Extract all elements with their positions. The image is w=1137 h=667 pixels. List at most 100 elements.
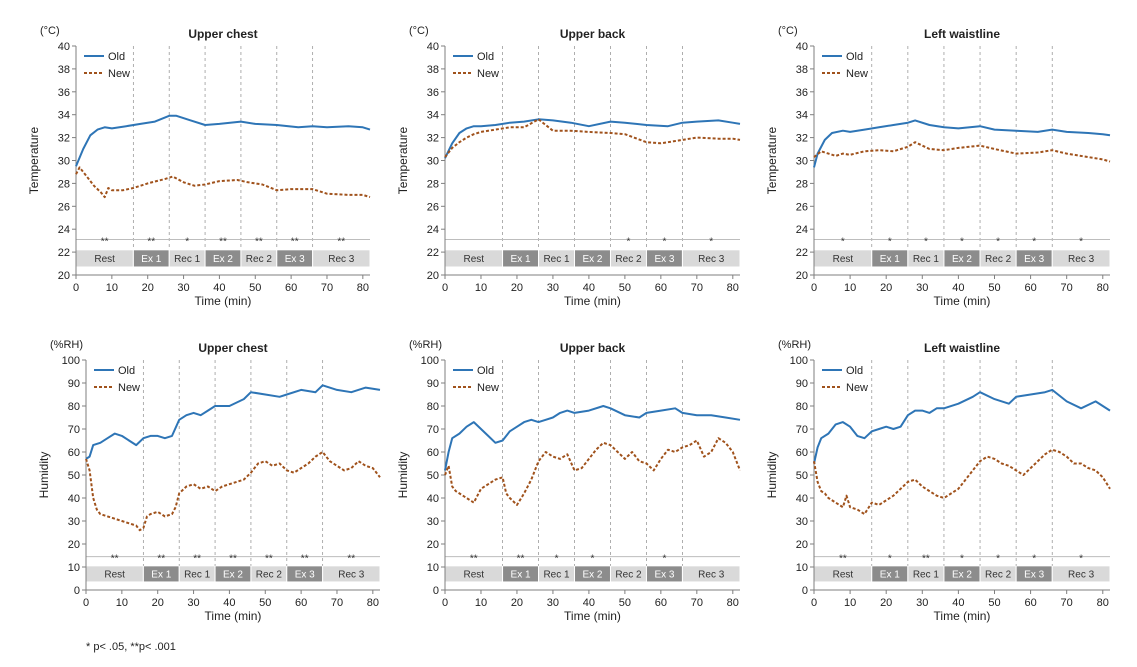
x-tick-label: 50	[988, 597, 1000, 609]
legend-label-old: Old	[108, 51, 125, 63]
y-tick-label: 34	[796, 110, 808, 122]
legend-label-new: New	[108, 68, 130, 80]
chart-panel-2: Rest Ex 1 Rec 1 Ex 2 Rec 2 Ex 3 Rec 3 * * * 20 22 24…	[396, 25, 741, 308]
x-tick-label: 20	[511, 282, 523, 294]
significance-marker: *	[591, 554, 595, 565]
y-tick-label: 40	[427, 41, 439, 53]
x-tick-label: 40	[223, 597, 235, 609]
phase-label: Rest	[833, 254, 854, 265]
x-tick-label: 30	[547, 597, 559, 609]
x-tick-label: 30	[916, 282, 928, 294]
phase-label: Ex 3	[295, 569, 315, 580]
y-tick-label: 30	[427, 156, 439, 168]
y-tick-label: 80	[427, 401, 439, 413]
y-tick-label: 30	[427, 516, 439, 528]
y-tick-label: 36	[427, 87, 439, 99]
x-tick-label: 0	[811, 597, 817, 609]
y-tick-label: 28	[796, 178, 808, 190]
x-tick-label: 80	[1097, 597, 1109, 609]
x-tick-label: 80	[367, 597, 379, 609]
significance-marker: **	[301, 554, 309, 565]
x-axis-title: Time (min)	[205, 609, 262, 623]
x-tick-label: 70	[691, 597, 703, 609]
phase-label: Rec 2	[246, 254, 273, 265]
y-axis-title: Temperature	[396, 126, 410, 194]
y-tick-label: 100	[62, 355, 80, 367]
y-unit-label: (°C)	[409, 25, 429, 37]
y-tick-label: 22	[58, 247, 70, 259]
significance-marker: *	[960, 554, 964, 565]
phase-label: Rest	[104, 569, 125, 580]
x-axis-title: Time (min)	[564, 609, 621, 623]
x-axis-title: Time (min)	[195, 294, 252, 308]
x-axis-title: Time (min)	[564, 294, 621, 308]
phase-label: Rec 3	[698, 254, 725, 265]
phase-label: Ex 3	[285, 254, 305, 265]
x-tick-label: 0	[811, 282, 817, 294]
y-tick-label: 50	[68, 470, 80, 482]
y-tick-label: 0	[433, 585, 439, 597]
phase-label: Ex 2	[952, 254, 972, 265]
significance-marker: *	[627, 237, 631, 248]
y-tick-label: 80	[68, 401, 80, 413]
y-tick-label: 0	[74, 585, 80, 597]
y-tick-label: 24	[796, 224, 808, 236]
series-line-new	[813, 448, 1111, 516]
phase-label: Ex 1	[141, 254, 161, 265]
significance-marker: *	[996, 554, 1000, 565]
phase-box	[312, 249, 371, 268]
phase-label: Ex 1	[880, 254, 900, 265]
y-tick-label: 40	[796, 493, 808, 505]
y-axis-title: Humidity	[396, 452, 410, 499]
significance-marker: **	[337, 237, 345, 248]
phase-label: Rec 2	[256, 569, 283, 580]
legend-label-new: New	[846, 382, 868, 394]
x-tick-label: 70	[691, 282, 703, 294]
legend-label-old: Old	[477, 365, 494, 377]
phase-label: Rec 3	[328, 254, 355, 265]
phase-label: Rec 1	[543, 254, 570, 265]
x-tick-label: 40	[213, 282, 225, 294]
chart-title: Upper chest	[198, 341, 267, 355]
series-line-old	[75, 114, 371, 167]
y-tick-label: 20	[796, 270, 808, 282]
y-unit-label: (%RH)	[409, 339, 442, 351]
x-tick-label: 30	[187, 597, 199, 609]
phase-box	[1051, 565, 1111, 583]
y-tick-label: 40	[427, 493, 439, 505]
phase-label: Ex 3	[654, 569, 674, 580]
y-unit-label: (%RH)	[50, 339, 83, 351]
legend-label-old: Old	[846, 51, 863, 63]
significance-marker: **	[147, 237, 155, 248]
y-tick-label: 90	[427, 378, 439, 390]
phase-label: Rec 1	[543, 569, 570, 580]
series-line-old	[444, 118, 741, 159]
y-tick-label: 32	[427, 133, 439, 145]
x-tick-label: 60	[295, 597, 307, 609]
y-axis-title: Humidity	[37, 452, 51, 499]
chart-title: Upper back	[560, 27, 626, 41]
chart-panel-1: Rest Ex 1 Rec 1 Ex 2 Rec 2 Ex 3 Rec 3** ** * ** **…	[27, 25, 371, 308]
x-tick-label: 10	[106, 282, 118, 294]
x-tick-label: 60	[655, 282, 667, 294]
chart-panel-4: Rest Ex 1 Rec 1 Ex 2 Rec 2 Ex 3 Rec 3 ** ** ** ** *…	[37, 339, 381, 623]
y-tick-label: 32	[796, 133, 808, 145]
y-tick-label: 24	[58, 224, 70, 236]
legend-label-new: New	[118, 382, 140, 394]
x-tick-label: 50	[259, 597, 271, 609]
significance-marker: **	[265, 554, 273, 565]
y-tick-label: 30	[796, 516, 808, 528]
y-axis-title: Humidity	[765, 452, 779, 499]
significance-marker: **	[347, 554, 355, 565]
phase-label: Rec 2	[985, 254, 1012, 265]
y-tick-label: 34	[427, 110, 439, 122]
y-tick-label: 30	[796, 156, 808, 168]
significance-marker: *	[555, 554, 559, 565]
phase-label: Rec 1	[184, 569, 211, 580]
x-tick-label: 20	[880, 282, 892, 294]
phase-box	[681, 565, 741, 583]
significance-marker: *	[662, 554, 666, 565]
y-tick-label: 38	[796, 64, 808, 76]
phase-label: Rec 3	[1068, 254, 1095, 265]
